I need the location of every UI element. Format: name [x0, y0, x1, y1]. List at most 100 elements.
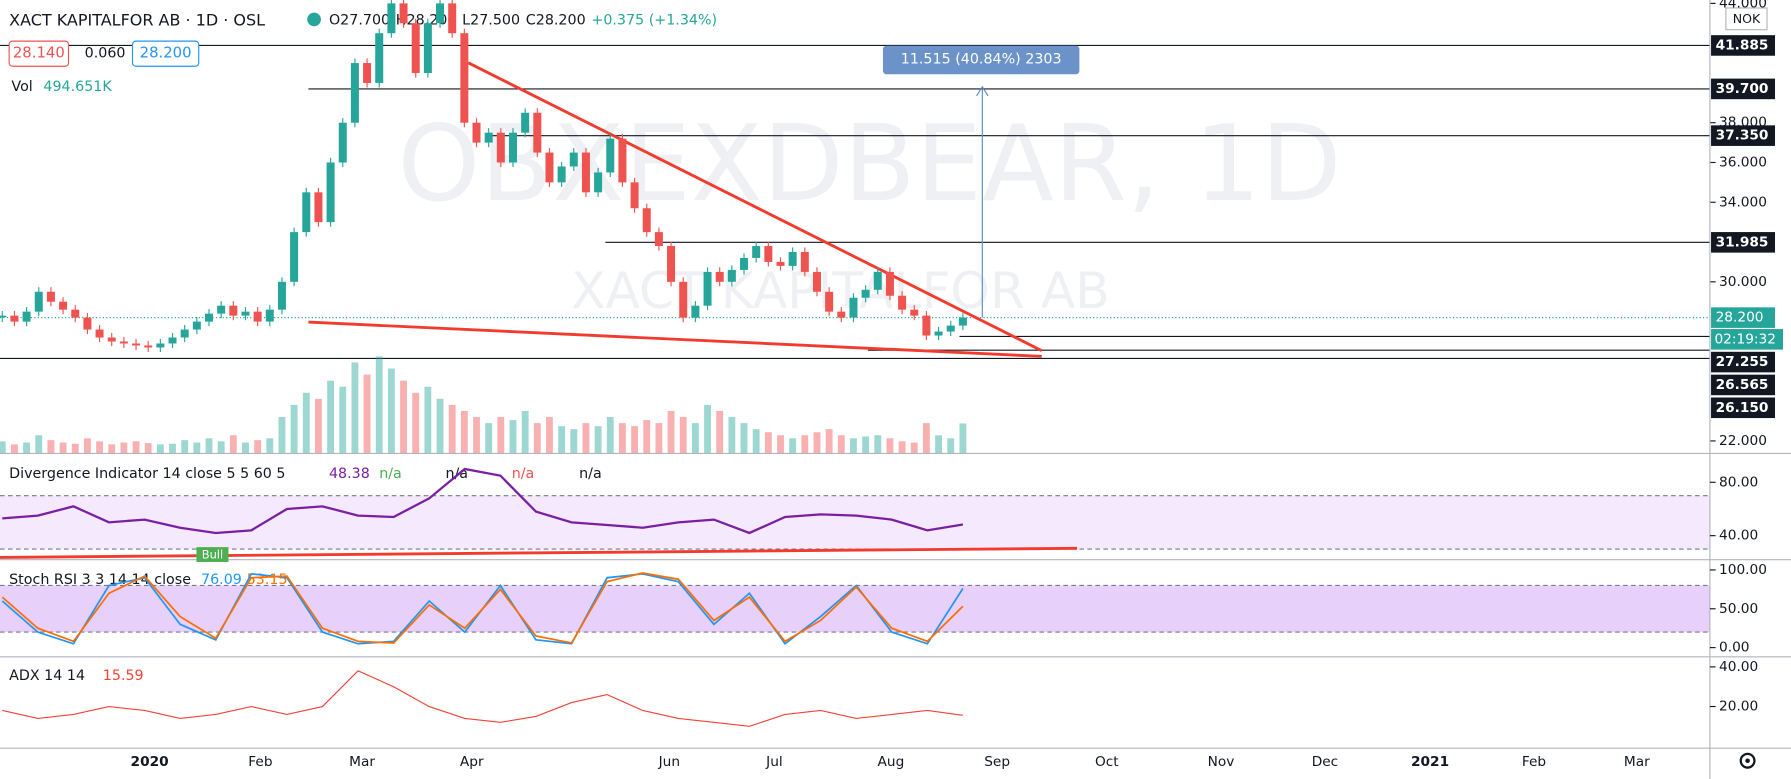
volume-bar [740, 423, 748, 454]
y-tick-label: 80.00 [1719, 474, 1758, 490]
volume-bar [825, 429, 833, 454]
volume-bar [533, 423, 541, 454]
volume-bar [959, 423, 967, 454]
candle [521, 112, 530, 133]
na-label: n/a [579, 466, 602, 482]
candle [642, 208, 651, 233]
volume-bar [0, 441, 6, 454]
candle [958, 317, 967, 326]
volume-bar [667, 410, 675, 454]
candle [934, 331, 943, 336]
candle [581, 152, 590, 193]
settings-icon[interactable] [1739, 752, 1756, 769]
volume-bar [473, 417, 480, 454]
y-tick-label: 36.000 [1719, 154, 1767, 170]
volume-bar [412, 392, 420, 454]
volume-bar [777, 435, 784, 454]
candle [727, 269, 736, 282]
candle [59, 301, 68, 310]
volume-bar [448, 404, 456, 454]
open: O27.700 [329, 13, 390, 29]
gear-center[interactable] [1745, 758, 1750, 764]
volume-bar [375, 356, 383, 454]
x-tick-label: Jun [658, 754, 680, 770]
x-tick-label: Jul [765, 754, 783, 770]
indicator-band [0, 585, 1710, 633]
x-tick-label: Sep [984, 754, 1010, 770]
candle [630, 182, 639, 209]
candle [180, 329, 189, 338]
volume-bar [910, 442, 918, 454]
candle [922, 315, 931, 336]
volume-bar [242, 442, 249, 454]
close: C28.200 [526, 13, 586, 29]
level-label: 26.565 [1716, 377, 1769, 393]
volume-bar [850, 438, 857, 454]
x-tick-label: Oct [1095, 754, 1119, 770]
stoch-line [1, 572, 964, 644]
indicator-value: 15.59 [103, 668, 144, 684]
volume-bar [606, 417, 614, 454]
candle [423, 23, 432, 73]
x-tick-label: Nov [1208, 754, 1235, 770]
candle [0, 315, 7, 318]
candle [533, 112, 542, 153]
candle [10, 315, 19, 322]
level-label-box [1711, 232, 1776, 253]
candle [861, 289, 870, 298]
candle [569, 152, 578, 167]
level-label-box [1711, 397, 1776, 419]
candle [326, 162, 335, 223]
candle [168, 337, 177, 344]
volume-bar [181, 440, 189, 454]
volume-bar [339, 386, 347, 454]
volume-bar [679, 417, 687, 454]
volume-bar [71, 443, 79, 454]
candle [399, 3, 408, 24]
candle [350, 63, 359, 123]
volume-bar [582, 423, 590, 454]
candle [812, 271, 821, 292]
volume-bar [521, 410, 529, 454]
volume-bar [254, 440, 262, 454]
volume-bar [217, 441, 225, 454]
volume-bar [509, 420, 517, 454]
level-label-box [1711, 78, 1776, 100]
volume-bar [156, 444, 164, 454]
candle [788, 251, 797, 266]
candle [448, 3, 457, 34]
volume-bar [801, 435, 809, 454]
volume-bar [716, 410, 724, 454]
trend-line [308, 320, 1042, 358]
divergence-line [2, 467, 964, 535]
volume-bar [558, 426, 566, 454]
volume-bar [327, 380, 335, 454]
indicator-band [0, 495, 1710, 550]
measure-arrow-head [976, 85, 989, 97]
gear[interactable] [1739, 752, 1756, 769]
volume-bar [837, 435, 845, 454]
y-tick-label: 20.00 [1719, 699, 1758, 715]
bid: 28.140 [13, 45, 65, 62]
y-tick-label: 22.000 [1719, 433, 1767, 449]
bull-box [196, 547, 229, 562]
level-label-box [1711, 351, 1776, 373]
candle [946, 325, 955, 332]
volume-bar [144, 443, 152, 454]
candle [119, 341, 128, 344]
level-label-box [1711, 374, 1776, 396]
volume-bar [278, 417, 286, 454]
x-tick-label: Feb [248, 754, 272, 770]
level-label: 37.350 [1716, 128, 1769, 144]
candle [144, 345, 153, 348]
volume-bar [193, 442, 201, 454]
volume-bar [460, 410, 468, 454]
level-label: 41.885 [1716, 37, 1769, 53]
candle [83, 317, 92, 330]
volume-bar [922, 423, 930, 454]
y-tick-label: 40.00 [1719, 528, 1758, 544]
candle [910, 309, 919, 316]
volume-bar [59, 442, 67, 454]
volume-bar [35, 435, 43, 454]
